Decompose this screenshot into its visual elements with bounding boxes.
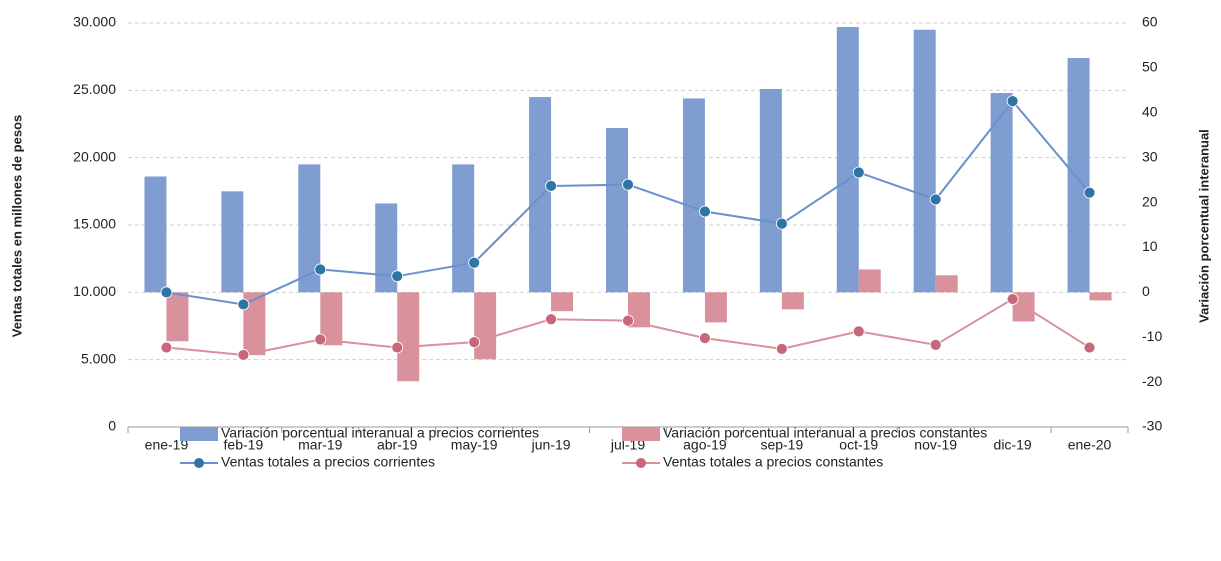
bar — [1067, 58, 1090, 293]
legend-swatch — [636, 458, 646, 468]
marker — [1006, 95, 1019, 108]
y2-tick-label: 50 — [1142, 59, 1158, 75]
y2-tick-label: 20 — [1142, 193, 1158, 209]
x-tick-label: ago-19 — [683, 437, 727, 453]
x-tick-label: jun-19 — [531, 437, 571, 453]
bar — [298, 164, 321, 293]
bar — [935, 275, 958, 293]
y2-tick-label: 10 — [1142, 238, 1158, 254]
y2-tick-label: -20 — [1142, 373, 1162, 389]
y-tick-label: 25.000 — [73, 81, 116, 97]
bar — [913, 29, 936, 293]
marker — [699, 205, 711, 218]
bar — [375, 203, 398, 293]
y2-axis-title: Variación porcentual interanual — [1196, 129, 1211, 323]
marker — [314, 263, 327, 276]
y-tick-label: 0 — [108, 418, 116, 434]
y2-tick-label: 40 — [1142, 103, 1158, 119]
bar — [320, 292, 343, 346]
bar — [781, 292, 804, 310]
y-tick-label: 20.000 — [73, 148, 116, 164]
marker — [160, 341, 173, 354]
marker — [929, 193, 942, 206]
legend-swatch — [622, 427, 660, 441]
marker — [852, 166, 865, 179]
marker — [545, 180, 557, 192]
x-tick-label: nov-19 — [914, 437, 957, 453]
y-tick-label: 5.000 — [81, 350, 116, 366]
x-tick-label: oct-19 — [839, 437, 878, 453]
bar — [551, 292, 574, 312]
bar — [144, 176, 167, 293]
legend-swatch — [194, 458, 204, 468]
marker — [237, 298, 250, 311]
bar — [166, 292, 189, 342]
x-tick-label: may-19 — [451, 437, 498, 453]
marker — [1083, 186, 1096, 199]
bar — [836, 27, 859, 293]
marker — [468, 256, 481, 269]
bar — [759, 88, 782, 293]
marker — [622, 178, 634, 191]
y2-tick-label: 60 — [1142, 14, 1158, 30]
marker — [929, 338, 942, 351]
x-tick-label: feb-19 — [224, 437, 264, 453]
legend-label: Variación porcentual interanual a precio… — [221, 425, 539, 441]
bar — [704, 292, 727, 323]
y2-tick-label: -10 — [1142, 328, 1162, 344]
bar — [858, 269, 881, 293]
bar — [1089, 292, 1112, 301]
marker — [622, 314, 634, 327]
marker — [468, 336, 481, 349]
bar — [682, 98, 705, 293]
marker — [391, 341, 404, 354]
marker — [1083, 341, 1096, 354]
marker — [775, 342, 788, 355]
legend-label: Variación porcentual interanual a precio… — [663, 425, 987, 441]
legend-label: Ventas totales a precios corrientes — [221, 454, 435, 470]
bar — [452, 164, 475, 293]
marker — [852, 325, 865, 338]
x-tick-label: abr-19 — [377, 437, 418, 453]
y2-tick-label: 30 — [1142, 148, 1158, 164]
marker — [391, 270, 404, 283]
marker — [160, 286, 173, 299]
y-axis-title: Ventas totales en millones de pesos — [9, 115, 24, 338]
bar — [397, 292, 420, 382]
y2-tick-label: 0 — [1142, 283, 1150, 299]
y2-tick-label: -30 — [1142, 418, 1162, 434]
y-tick-label: 30.000 — [73, 14, 116, 30]
x-tick-label: ene-19 — [145, 437, 189, 453]
bar — [243, 292, 266, 356]
bar — [221, 191, 244, 293]
x-tick-label: mar-19 — [298, 437, 343, 453]
marker — [775, 217, 788, 230]
legend-label: Ventas totales a precios constantes — [663, 454, 883, 470]
marker — [1006, 293, 1019, 305]
x-tick-label: dic-19 — [994, 437, 1032, 453]
legend-swatch — [180, 427, 218, 441]
bar — [529, 97, 552, 293]
bar — [474, 292, 497, 360]
x-tick-label: ene-20 — [1068, 437, 1112, 453]
marker — [545, 313, 557, 326]
bar — [990, 93, 1013, 293]
marker — [237, 349, 250, 361]
y-tick-label: 15.000 — [73, 216, 116, 232]
marker — [699, 332, 711, 345]
y-tick-label: 10.000 — [73, 283, 116, 299]
marker — [314, 333, 327, 346]
x-tick-label: sep-19 — [760, 437, 803, 453]
bar — [606, 128, 628, 293]
